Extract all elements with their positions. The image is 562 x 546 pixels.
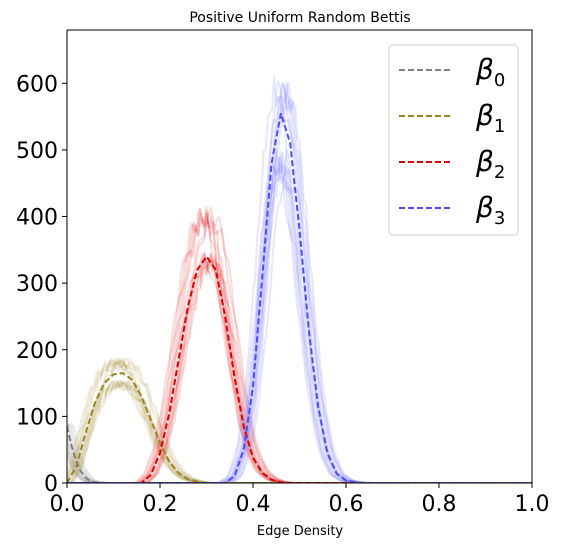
x-tick-label: 0.8 (422, 492, 457, 517)
sample-line-β2 (67, 208, 532, 483)
sample-line-β0 (67, 448, 532, 483)
sample-line-β3 (67, 161, 532, 483)
x-tick-label: 0.2 (143, 492, 178, 517)
sample-line-β1 (67, 377, 532, 483)
legend-box (388, 44, 519, 236)
sample-line-β2 (67, 252, 532, 483)
x-axis: 0.0 0.2 0.4 0.6 0.8 1.0 (50, 483, 550, 517)
legend-label: β1 (475, 99, 505, 137)
sample-line-β3 (67, 81, 532, 483)
sample-line-β1 (67, 357, 532, 483)
sample-line-β1 (67, 379, 532, 483)
sample-line-β3 (67, 148, 532, 483)
y-tick-label: 400 (16, 206, 58, 231)
sample-line-β3 (67, 80, 532, 483)
sample-line-β1 (67, 356, 532, 483)
sample-line-β1 (67, 356, 532, 483)
sample-line-β2 (67, 250, 532, 483)
sample-line-β2 (67, 209, 532, 483)
sample-line-β0 (67, 433, 532, 483)
sample-line-β0 (67, 436, 532, 483)
sample-line-β1 (67, 379, 532, 483)
x-tick-label: 1.0 (515, 492, 550, 517)
sample-line-β0 (67, 438, 532, 483)
y-tick-label: 500 (16, 139, 58, 164)
sample-line-β1 (67, 379, 532, 483)
chart-title: Positive Uniform Random Bettis (189, 10, 410, 26)
sample-line-β1 (67, 356, 532, 483)
sample-line-β3 (67, 81, 532, 483)
sample-bands (67, 75, 532, 483)
sample-line-β0 (67, 422, 532, 483)
series-line-0 (67, 426, 532, 483)
sample-line-β1 (67, 357, 532, 483)
y-tick-label: 200 (16, 339, 58, 364)
sample-line-β1 (67, 355, 532, 483)
y-axis: 0 100 200 300 400 500 600 (16, 72, 67, 497)
x-tick-label: 0.6 (329, 492, 364, 517)
sample-line-β0 (67, 424, 532, 483)
sample-line-β0 (67, 423, 532, 483)
sample-line-β3 (67, 156, 532, 483)
sample-line-β3 (67, 151, 532, 483)
sample-line-β1 (67, 378, 532, 483)
sample-line-β3 (67, 91, 532, 483)
y-tick-label: 300 (16, 272, 58, 297)
sample-line-β3 (67, 82, 532, 483)
sample-line-β0 (67, 423, 532, 483)
legend: β0 β1 β2 β3 (388, 44, 519, 236)
sample-line-β0 (67, 447, 532, 483)
sample-line-β2 (67, 252, 532, 483)
sample-line-β2 (67, 212, 532, 483)
x-tick-label: 0.0 (50, 492, 85, 517)
legend-label: β3 (475, 191, 505, 229)
sample-line-β0 (67, 434, 532, 483)
y-tick-label: 0 (44, 472, 58, 497)
sample-line-β3 (67, 82, 532, 483)
y-tick-label: 100 (16, 405, 58, 430)
sample-line-β1 (67, 357, 532, 483)
sample-line-β3 (67, 147, 532, 483)
sample-line-β0 (67, 451, 532, 483)
sample-line-β3 (67, 150, 532, 483)
sample-line-β2 (67, 254, 532, 483)
sample-line-β3 (67, 155, 532, 483)
sample-line-β1 (67, 380, 532, 483)
legend-label: β2 (475, 145, 505, 183)
sample-line-β0 (67, 452, 532, 483)
sample-line-β2 (67, 207, 532, 483)
plot-frame (66, 29, 533, 484)
legend-label: β0 (475, 53, 505, 91)
sample-line-β3 (67, 75, 532, 483)
x-axis-label: Edge Density (257, 524, 344, 539)
y-tick-label: 600 (16, 72, 58, 97)
sample-line-β0 (67, 442, 532, 483)
x-tick-label: 0.4 (236, 492, 271, 517)
sample-line-β2 (67, 206, 532, 483)
sample-line-β1 (67, 378, 532, 483)
sample-line-β0 (67, 457, 532, 483)
